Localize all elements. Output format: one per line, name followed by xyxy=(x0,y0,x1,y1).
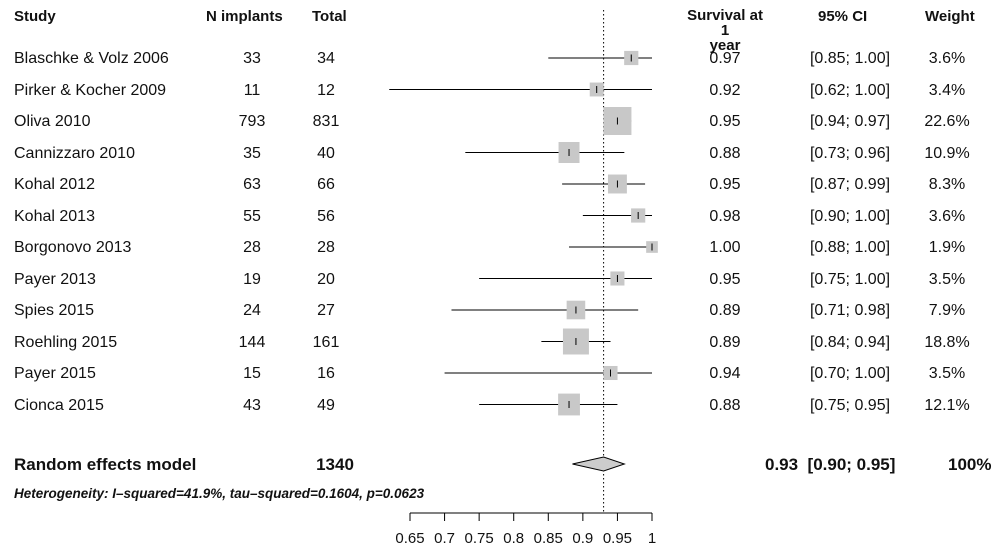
heterogeneity-text: Heterogeneity: I–squared=41.9%, tau–squa… xyxy=(14,486,424,501)
x-tick-label: 0.8 xyxy=(503,530,524,547)
x-tick-label: 1 xyxy=(648,530,656,547)
model-label: Random effects model xyxy=(14,455,196,475)
model-estimate: 0.93 [0.90; 0.95] xyxy=(765,455,895,475)
x-tick-label: 0.75 xyxy=(465,530,494,547)
x-tick-label: 0.7 xyxy=(434,530,455,547)
model-weight: 100% xyxy=(948,455,991,475)
summary-diamond xyxy=(572,457,624,471)
x-tick-label: 0.95 xyxy=(603,530,632,547)
x-tick-label: 0.9 xyxy=(572,530,593,547)
x-tick-label: 0.85 xyxy=(534,530,563,547)
model-total: 1340 xyxy=(305,455,365,475)
x-tick-label: 0.65 xyxy=(395,530,424,547)
